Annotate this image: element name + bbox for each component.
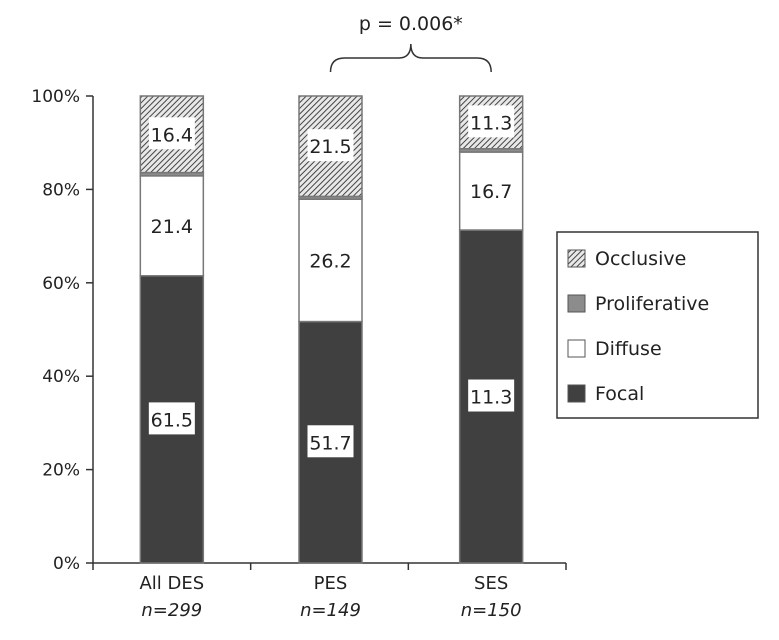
data-label-bg: [148, 117, 195, 150]
data-label-bg: [468, 174, 515, 207]
legend-label: Focal: [595, 383, 644, 405]
significance-bracket: [329, 43, 492, 73]
data-label: 11.3: [470, 112, 512, 134]
legend-swatch-proliferative: [567, 294, 586, 313]
legend: Occlusive Proliferative Diffuse Focal: [556, 231, 759, 419]
data-label: 21.5: [309, 136, 351, 158]
legend-swatch-occlusive: [567, 249, 586, 268]
x-tick-sample-size: n=299: [141, 600, 202, 621]
bars: 61.5 21.4 16.4 51.7 26.2 21.5 11.3 16.7 11.3: [139, 95, 524, 564]
data-label-bg: [468, 105, 515, 138]
data-label: 51.7: [309, 432, 351, 454]
y-tick-label: 60%: [42, 274, 80, 294]
x-tick-label: All DES: [139, 573, 204, 594]
legend-box: [556, 231, 759, 419]
data-label-bg: [307, 243, 354, 276]
y-tick-label: 100%: [31, 87, 80, 107]
x-tick-label: PES: [314, 573, 348, 594]
x-tick-label: SES: [474, 573, 508, 594]
legend-swatch-diffuse: [567, 339, 586, 358]
x-tick-sample-size: n=149: [300, 600, 361, 621]
significance-annotation: p = 0.006*: [329, 13, 492, 73]
axes: 0% 20% 40% 60% 80% 100% All DES n=299 PES n=149 SE…: [31, 87, 567, 621]
y-tick-label: 40%: [42, 367, 80, 387]
legend-label: Occlusive: [595, 248, 686, 270]
data-label-bg: [468, 379, 515, 412]
legend-label: Diffuse: [595, 338, 662, 360]
data-label: 26.2: [309, 250, 351, 272]
data-label-bg: [307, 425, 354, 458]
y-tick-label: 80%: [42, 180, 80, 200]
y-tick-label: 0%: [53, 554, 80, 574]
data-label-bg: [307, 129, 354, 162]
y-tick-label: 20%: [42, 461, 80, 481]
data-label: 21.4: [151, 216, 193, 238]
data-label-bg: [148, 402, 195, 435]
legend-swatch-focal: [567, 384, 586, 403]
p-value-label: p = 0.006*: [359, 13, 463, 35]
legend-label: Proliferative: [595, 293, 709, 315]
data-label: 11.3: [470, 387, 512, 409]
data-label: 61.5: [151, 409, 193, 431]
data-label: 16.7: [470, 181, 512, 203]
x-tick-sample-size: n=150: [461, 600, 522, 621]
data-label: 16.4: [151, 124, 193, 146]
data-label-bg: [148, 208, 195, 241]
